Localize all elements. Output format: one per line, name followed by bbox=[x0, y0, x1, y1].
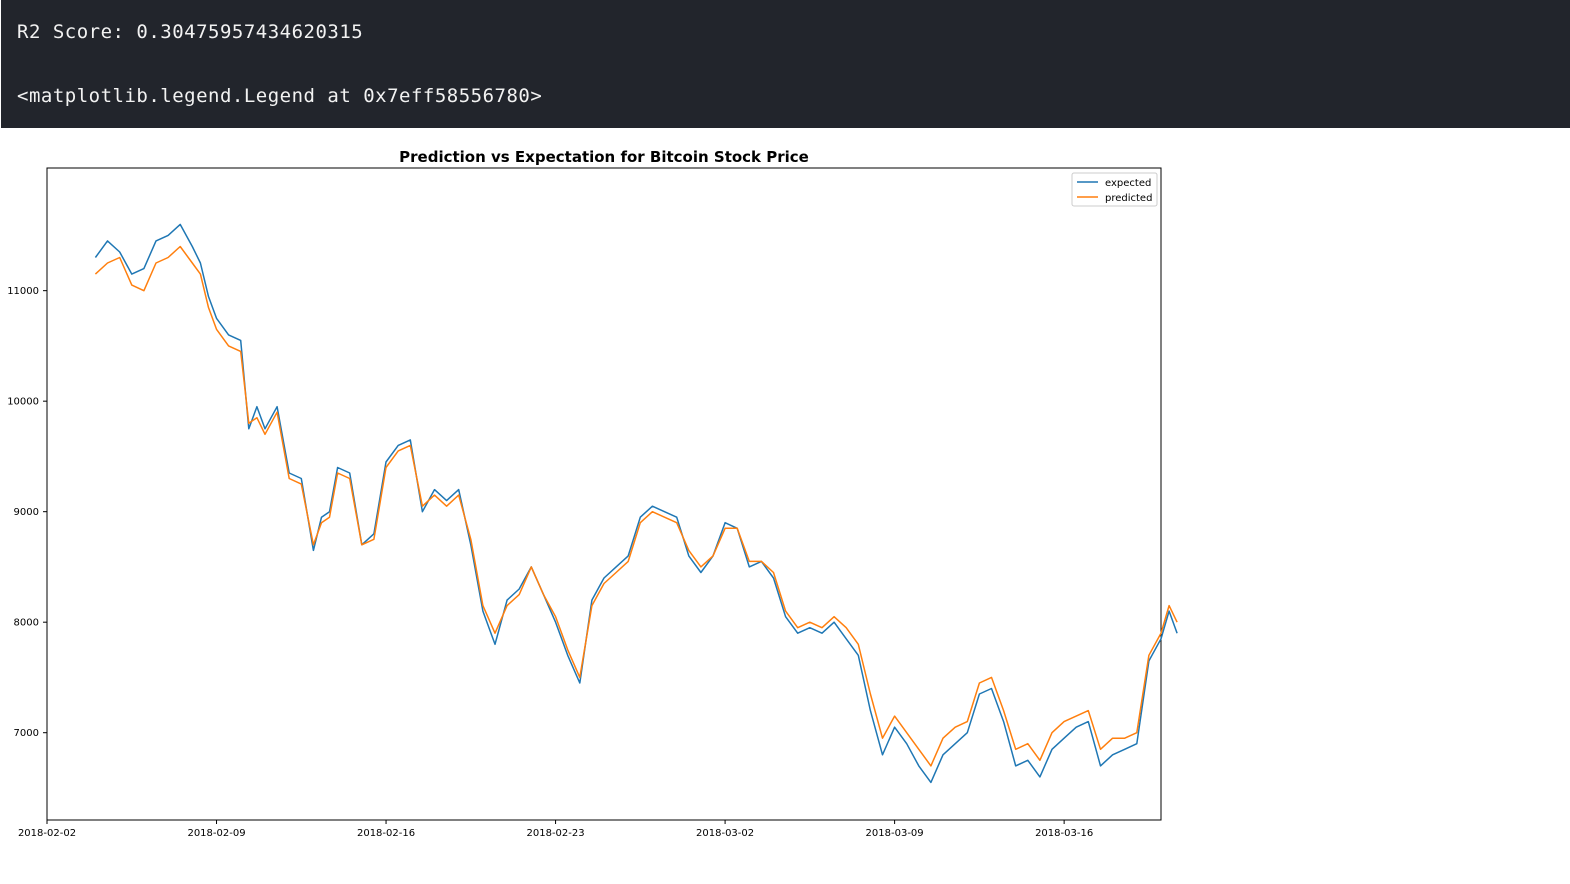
y-tick-label: 8000 bbox=[14, 618, 39, 629]
chart: Prediction vs Expectation for Bitcoin St… bbox=[7, 148, 1178, 839]
y-tick-label: 11000 bbox=[7, 286, 39, 297]
y-tick-label: 10000 bbox=[7, 397, 39, 408]
legend-repr-output: <matplotlib.legend.Legend at 0x7eff58556… bbox=[17, 85, 543, 107]
plot-area bbox=[46, 167, 1162, 821]
series-layer bbox=[94, 223, 1178, 784]
legend-label-predicted: predicted bbox=[1105, 193, 1152, 204]
y-axis: 7000 8000 9000 10000 11000 bbox=[7, 286, 47, 739]
chart-title: Prediction vs Expectation for Bitcoin St… bbox=[399, 148, 809, 166]
x-tick-label: 2018-02-16 bbox=[357, 828, 415, 839]
x-tick-label: 2018-02-09 bbox=[187, 828, 245, 839]
y-tick-label: 7000 bbox=[14, 728, 39, 739]
legend-label-expected: expected bbox=[1105, 178, 1151, 189]
x-tick-label: 2018-03-02 bbox=[696, 828, 754, 839]
x-axis: 2018-02-02 2018-02-09 2018-02-16 2018-02-23… bbox=[18, 820, 1093, 839]
x-tick-label: 2018-03-16 bbox=[1035, 828, 1093, 839]
legend: expected predicted bbox=[1071, 172, 1158, 207]
x-tick-label: 2018-03-09 bbox=[866, 828, 924, 839]
x-tick-label: 2018-02-02 bbox=[18, 828, 76, 839]
cell-output: R2 Score: 0.30475957434620315 <matplotli… bbox=[1, 0, 1570, 128]
series-line-predicted bbox=[94, 245, 1178, 767]
r2-score-output: R2 Score: 0.30475957434620315 bbox=[17, 21, 364, 43]
x-tick-label: 2018-02-23 bbox=[527, 828, 585, 839]
series-line-expected bbox=[94, 223, 1178, 784]
y-tick-label: 9000 bbox=[14, 507, 39, 518]
